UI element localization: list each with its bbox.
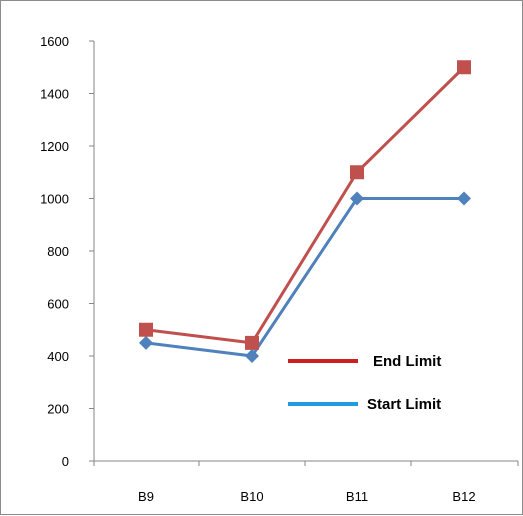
data-point-start-limit <box>350 191 364 206</box>
data-point-end-limit <box>245 335 259 350</box>
series-line-start-limit <box>145 197 464 358</box>
y-tick-label: 1200 <box>40 139 69 154</box>
data-point-start-limit <box>457 191 471 206</box>
y-tick-label: 800 <box>47 244 69 259</box>
y-tick-label: 1000 <box>40 192 69 207</box>
y-tick-label: 200 <box>47 402 69 417</box>
y-axis-ticks: 0 200 400 600 800 1000 1200 1400 1600 <box>40 34 94 469</box>
x-tick-label: B12 <box>452 489 475 504</box>
series-layer <box>139 60 471 363</box>
y-tick-label: 0 <box>62 454 69 469</box>
data-point-end-limit <box>139 322 153 337</box>
data-point-end-limit <box>457 60 471 75</box>
x-tick-label: B10 <box>240 489 263 504</box>
legend: End Limit Start Limit <box>288 353 441 413</box>
x-tick-label: B11 <box>346 489 368 504</box>
y-tick-label: 1600 <box>40 34 69 49</box>
series-line-end-limit <box>145 66 466 345</box>
legend-label-end-limit: End Limit <box>373 353 441 370</box>
data-point-start-limit <box>245 349 259 363</box>
data-point-end-limit <box>350 165 364 180</box>
y-tick-label: 400 <box>47 349 69 364</box>
y-tick-label: 600 <box>47 297 69 312</box>
data-point-start-limit <box>139 335 153 350</box>
x-axis-ticks: B9 B10 B11 B12 <box>93 461 519 504</box>
y-tick-label: 1400 <box>40 87 69 102</box>
x-tick-label: B9 <box>138 489 154 504</box>
legend-label-start-limit: Start Limit <box>367 396 441 413</box>
